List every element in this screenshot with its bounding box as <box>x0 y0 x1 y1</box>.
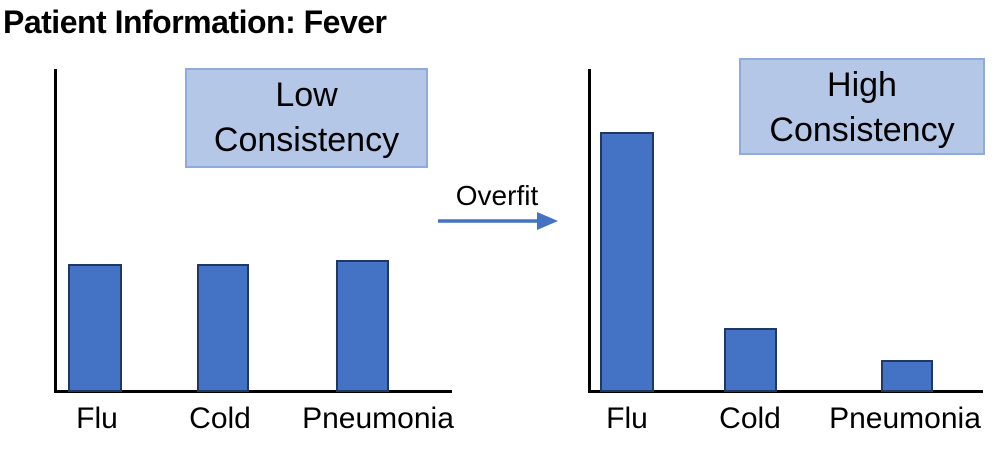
overfit-label: Overfit <box>455 180 539 211</box>
right-axis-label-flu: Flu <box>606 402 648 435</box>
left-axis-label-pneumonia: Pneumonia <box>302 402 454 435</box>
high-consistency-badge: High Consistency <box>739 58 985 155</box>
left-chart-plot-area <box>54 69 452 393</box>
low-consistency-badge: Low Consistency <box>185 68 428 168</box>
high-consistency-line2: Consistency <box>769 110 955 149</box>
right-axis-label-cold: Cold <box>719 402 781 435</box>
left-axis-label-cold: Cold <box>189 402 251 435</box>
figure-title: Patient Information: Fever <box>3 4 387 40</box>
left-axis-label-flu: Flu <box>76 402 118 435</box>
low-consistency-line2: Consistency <box>213 120 400 159</box>
right-bar-pneumonia <box>881 360 933 392</box>
low-consistency-line1: Low <box>275 76 338 114</box>
right-bar-flu <box>600 132 654 392</box>
left-bar-flu <box>68 264 122 392</box>
right-arrow-icon <box>438 212 558 230</box>
left-bar-pneumonia <box>336 260 389 392</box>
high-consistency-line1: High <box>827 66 897 104</box>
overfit-arrow-head <box>537 212 558 230</box>
right-axis-label-pneumonia: Pneumonia <box>829 402 981 435</box>
right-chart-plot-area <box>588 69 983 393</box>
left-bar-cold <box>197 264 249 392</box>
right-bar-cold <box>724 328 777 392</box>
